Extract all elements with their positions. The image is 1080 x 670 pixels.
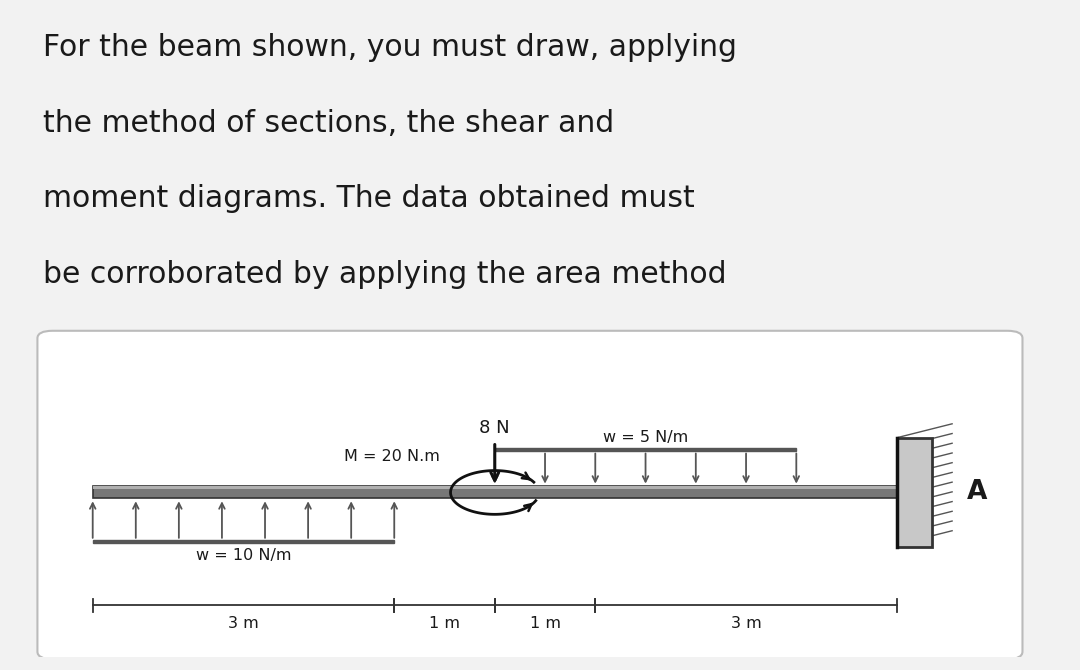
Text: 1 m: 1 m — [529, 616, 561, 631]
Text: 3 m: 3 m — [228, 616, 259, 631]
Text: moment diagrams. The data obtained must: moment diagrams. The data obtained must — [43, 184, 694, 213]
Bar — [93, 540, 394, 543]
Text: For the beam shown, you must draw, applying: For the beam shown, you must draw, apply… — [43, 34, 738, 62]
Text: w = 10 N/m: w = 10 N/m — [195, 548, 292, 563]
Text: the method of sections, the shear and: the method of sections, the shear and — [43, 109, 615, 138]
Text: be corroborated by applying the area method: be corroborated by applying the area met… — [43, 259, 727, 289]
Bar — [93, 486, 896, 490]
Text: w = 5 N/m: w = 5 N/m — [603, 429, 688, 445]
Text: 8 N: 8 N — [480, 419, 510, 437]
Bar — [495, 448, 796, 451]
Bar — [93, 486, 896, 498]
Text: 3 m: 3 m — [731, 616, 761, 631]
Text: M = 20 N.m: M = 20 N.m — [343, 449, 440, 464]
Text: A: A — [968, 480, 987, 505]
FancyBboxPatch shape — [38, 331, 1023, 659]
Text: 1 m: 1 m — [429, 616, 460, 631]
Bar — [896, 438, 932, 547]
